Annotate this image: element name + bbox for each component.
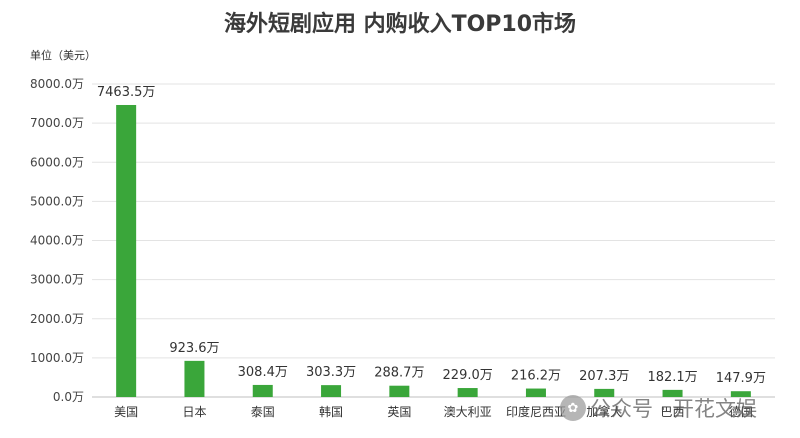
y-axis-unit-label: 单位（美元） [30,49,96,62]
data-label: 216.2万 [511,369,561,384]
x-tick-label: 日本 [182,405,206,419]
y-tick-label: 6000.0万 [30,155,84,169]
bar [730,391,751,397]
bar [525,388,546,397]
data-label: 308.4万 [238,365,288,380]
x-tick-label: 德国 [729,404,753,419]
bar [321,385,342,397]
x-tick-label: 美国 [114,405,138,419]
bar [662,389,683,397]
x-tick-label: 澳大利亚 [444,405,492,419]
y-tick-label: 3000.0万 [30,273,84,287]
y-tick-label: 4000.0万 [30,234,84,248]
x-tick-label: 英国 [387,405,411,419]
x-tick-label: 印度尼西亚 [506,404,566,419]
wechat-icon: ✿ [560,395,586,421]
x-tick-label: 加拿大 [586,404,622,419]
data-label: 229.0万 [443,368,493,383]
data-label: 207.3万 [579,369,629,384]
data-label: 7463.5万 [97,85,156,100]
y-tick-label: 5000.0万 [30,194,84,208]
y-tick-label: 2000.0万 [30,312,84,326]
x-tick-label: 韩国 [319,404,343,419]
bar [116,104,137,397]
data-label: 303.3万 [306,365,356,380]
data-label: 182.1万 [647,370,697,385]
bar [184,360,205,397]
data-label: 923.6万 [169,341,219,356]
bar [389,385,410,397]
watermark-text: 公众号 · 开花文娱 [590,397,758,421]
watermark: ✿ 公众号 · 开花文娱 [560,393,757,423]
y-tick-label: 8000.0万 [30,77,84,91]
x-tick-label: 泰国 [251,405,275,419]
chart-title: 海外短剧应用 内购收入TOP10市场 [223,12,577,37]
data-label: 147.9万 [716,371,766,386]
bar [252,384,273,397]
data-label: 288.7万 [374,366,424,381]
bar [594,388,615,397]
y-tick-label: 1000.0万 [30,351,84,365]
x-tick-label: 巴西 [661,405,685,419]
bar [457,388,478,397]
y-tick-label: 7000.0万 [30,116,84,130]
y-tick-label: 0.0万 [53,390,84,404]
